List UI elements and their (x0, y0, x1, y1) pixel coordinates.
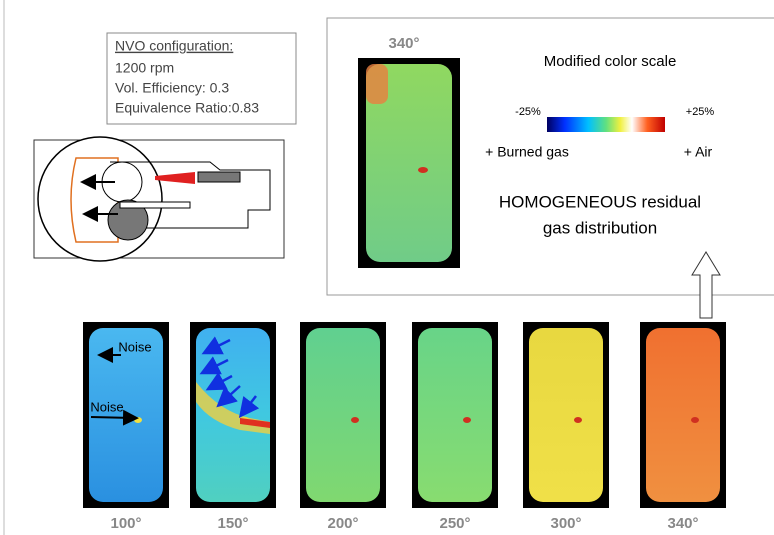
frame-angle: 300° (550, 515, 581, 532)
frame-angle: 340° (388, 35, 419, 52)
scale-max: +25% (686, 106, 715, 118)
frame-angle: 150° (217, 515, 248, 532)
annotation-arrow (91, 417, 135, 418)
scale-right-note: + Air (684, 144, 713, 160)
frame-spot (418, 167, 428, 173)
frame-image (646, 328, 720, 502)
frame-image (418, 328, 492, 502)
frame-spot (134, 417, 142, 423)
scale-title: Modified color scale (544, 53, 677, 70)
frame-spot (574, 417, 582, 423)
engine-diagram (34, 137, 284, 261)
scale-min: -25% (515, 106, 541, 118)
frame-spot (463, 417, 471, 423)
frame-angle: 200° (327, 515, 358, 532)
frame-spot (366, 64, 388, 104)
frame-spot (691, 417, 699, 423)
frame-row: 100° Noise Noise 150° 200° 250° 300° 340° (83, 322, 726, 532)
annotation: Noise (90, 399, 123, 414)
frame-image (306, 328, 380, 502)
frame-angle: 340° (667, 515, 698, 532)
color-scale (547, 117, 665, 132)
frame-angle: 100° (110, 515, 141, 532)
frame-angle: 250° (439, 515, 470, 532)
config-line: Vol. Efficiency: 0.3 (115, 80, 229, 96)
config-line: Equivalence Ratio:0.83 (115, 100, 259, 116)
figure: NVO configuration: 1200 rpm Vol. Efficie… (0, 0, 774, 535)
frame-image (529, 328, 603, 502)
conclusion: HOMOGENEOUS residual (499, 192, 701, 211)
conclusion: gas distribution (543, 218, 657, 237)
scale-left-note: + Burned gas (485, 144, 569, 160)
config-title: NVO configuration: (115, 38, 233, 54)
frame-spot (351, 417, 359, 423)
config-line: 1200 rpm (115, 60, 174, 76)
annotation: Noise (118, 339, 151, 354)
